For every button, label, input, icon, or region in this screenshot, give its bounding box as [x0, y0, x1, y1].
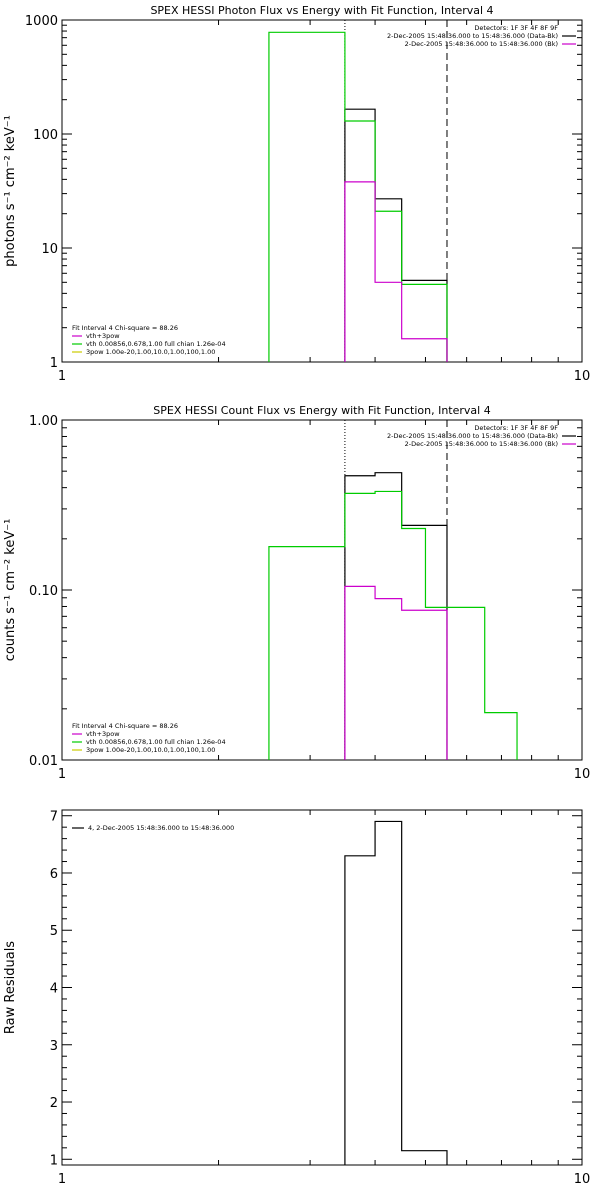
legend-entry: vth 0.00856,0.678,1.00 full chian 1.26e-…	[86, 340, 226, 348]
histogram-series-1	[344, 472, 448, 760]
chart-title: SPEX HESSI Photon Flux vs Energy with Fi…	[150, 4, 493, 17]
y-tick-label: 2	[50, 1096, 58, 1111]
y-axis-label: counts s⁻¹ cm⁻² keV⁻¹	[3, 519, 18, 662]
chart-panel-1: SPEX HESSI Photon Flux vs Energy with Fi…	[3, 4, 590, 384]
histogram-series-2	[268, 31, 448, 362]
x-tick-label: 10	[574, 1172, 591, 1187]
y-tick-label: 1	[50, 1153, 58, 1168]
y-tick-label: 6	[50, 867, 58, 882]
y-tick-label: 100	[33, 128, 58, 143]
histogram-series-1	[344, 820, 448, 1165]
plot-frame	[61, 19, 583, 363]
plot-frame	[61, 809, 583, 1166]
y-tick-label: 0.01	[29, 754, 58, 769]
y-tick-label: 1	[50, 356, 58, 371]
y-tick-label: 5	[50, 924, 58, 939]
legend-entry: vth 0.00856,0.678,1.00 full chian 1.26e-…	[86, 738, 226, 746]
x-tick-label: 1	[58, 767, 66, 782]
histogram-series-2	[268, 490, 518, 760]
legend-entry: 2-Dec-2005 15:48:36.000 to 15:48:36.000 …	[405, 40, 558, 48]
y-tick-label: 0.10	[29, 584, 58, 599]
histogram-series-3	[344, 181, 448, 362]
x-tick-label: 10	[574, 767, 591, 782]
chart-panel-3: 1 10 1 2 3 4 5 6 7 Raw Residuals 4, 2-Dec-2005 15:…	[3, 809, 591, 1187]
legend-entry: 2-Dec-2005 15:48:36.000 to 15:48:36.000 …	[387, 32, 558, 40]
y-tick-label: 7	[50, 810, 58, 825]
legend-entry: 4, 2-Dec-2005 15:48:36.000 to 15:48:36.0…	[88, 824, 234, 832]
x-tick-label: 10	[574, 369, 591, 384]
plot-frame	[61, 419, 583, 761]
y-tick-label: 1000	[25, 14, 58, 29]
y-tick-label: 10	[41, 242, 58, 257]
y-tick-label: 1.00	[29, 414, 58, 429]
chart-title: SPEX HESSI Count Flux vs Energy with Fit…	[153, 404, 490, 417]
legend-entry: Fit Interval 4 Chi-square = 88.26	[72, 324, 178, 332]
y-axis-label: photons s⁻¹ cm⁻² keV⁻¹	[3, 115, 18, 267]
legend-entry: 3pow 1.00e-20,1.00,10.0,1.00,100,1.00	[86, 348, 215, 356]
y-axis-label: Raw Residuals	[3, 941, 18, 1034]
legend-entry: Detectors: 1F 3F 4F 8F 9F	[474, 24, 558, 32]
histogram-series-3	[344, 585, 448, 760]
legend-entry: 3pow 1.00e-20,1.00,10.0,1.00,100,1.00	[86, 746, 215, 754]
legend-entry: 2-Dec-2005 15:48:36.000 to 15:48:36.000 …	[387, 432, 558, 440]
y-tick-label: 4	[50, 982, 58, 997]
legend-entry: vth+3pow	[86, 730, 120, 738]
histogram-series-1	[344, 108, 448, 362]
x-tick-label: 1	[58, 1172, 66, 1187]
legend-entry: Fit Interval 4 Chi-square = 88.26	[72, 722, 178, 730]
y-tick-label: 3	[50, 1039, 58, 1054]
chart-panel-2: SPEX HESSI Count Flux vs Energy with Fit…	[3, 404, 590, 782]
x-tick-label: 1	[58, 369, 66, 384]
legend-entry: Detectors: 1F 3F 4F 8F 9F	[474, 424, 558, 432]
legend-entry: 2-Dec-2005 15:48:36.000 to 15:48:36.000 …	[405, 440, 558, 448]
legend-entry: vth+3pow	[86, 332, 120, 340]
